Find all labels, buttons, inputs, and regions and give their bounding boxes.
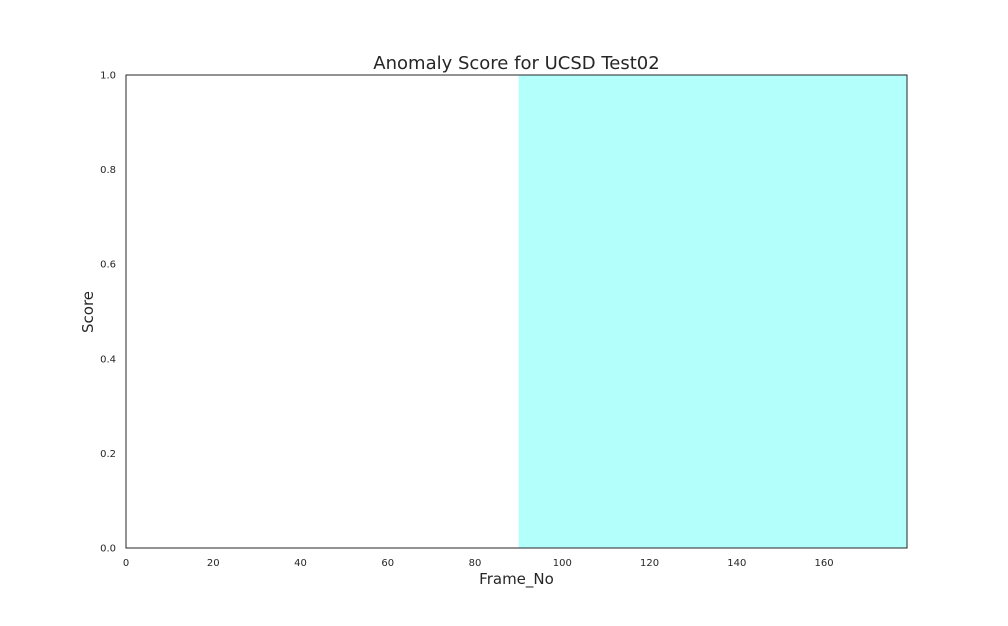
y-tick-label: 0.6 bbox=[100, 260, 116, 271]
x-axis-label: Frame_No bbox=[479, 570, 554, 589]
chart-title: Anomaly Score for UCSD Test02 bbox=[373, 53, 659, 74]
y-tick-label: 0.8 bbox=[100, 165, 116, 176]
plot-frame bbox=[125, 74, 908, 549]
y-axis-ticks: 0.0 0.2 0.4 0.6 0.8 1.0 bbox=[100, 71, 116, 555]
x-tick-label: 140 bbox=[727, 558, 746, 569]
x-tick-label: 40 bbox=[294, 558, 307, 569]
x-tick-label: 20 bbox=[207, 558, 220, 569]
x-tick-label: 100 bbox=[553, 558, 572, 569]
shaded-region bbox=[518, 75, 907, 548]
x-tick-label: 160 bbox=[815, 558, 834, 569]
x-axis-ticks: 0 20 40 60 80 100 120 140 160 bbox=[123, 558, 834, 569]
x-tick-label: 60 bbox=[381, 558, 394, 569]
y-tick-label: 0.4 bbox=[100, 354, 116, 365]
x-tick-label: 120 bbox=[640, 558, 659, 569]
x-tick-label: 0 bbox=[123, 558, 129, 569]
y-axis-label: Score bbox=[79, 291, 97, 333]
shaded-regions bbox=[518, 75, 907, 548]
x-tick-label: 80 bbox=[469, 558, 482, 569]
y-tick-label: 0.2 bbox=[100, 449, 116, 460]
y-tick-label: 0.0 bbox=[100, 544, 116, 555]
y-tick-label: 1.0 bbox=[100, 71, 116, 82]
